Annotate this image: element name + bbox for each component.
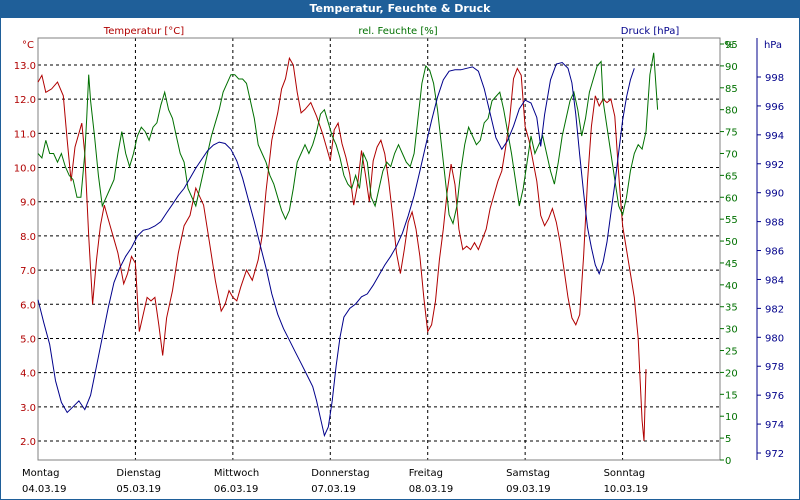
humidity-tick-label: 0 xyxy=(725,456,731,467)
day-date-label: 10.03.19 xyxy=(604,484,649,495)
day-date-label: 05.03.19 xyxy=(116,484,161,495)
temperature-tick-label: 6.0 xyxy=(20,300,36,311)
day-date-label: 06.03.19 xyxy=(214,484,259,495)
pressure-tick-label: 974 xyxy=(765,420,784,431)
day-name-label: Sonntag xyxy=(604,468,646,479)
pressure-line xyxy=(37,61,635,438)
humidity-tick-label: 45 xyxy=(725,259,738,270)
day-name-label: Samstag xyxy=(506,468,550,479)
day-date-label: 08.03.19 xyxy=(409,484,454,495)
humidity-tick-label: 10 xyxy=(725,412,738,423)
humidity-tick-label: 50 xyxy=(725,237,738,248)
temperature-tick-label: 13.0 xyxy=(14,61,36,72)
humidity-tick-label: 55 xyxy=(725,215,738,226)
pressure-tick-label: 980 xyxy=(765,333,784,344)
humidity-unit: % xyxy=(724,40,734,51)
day-name-label: Dienstag xyxy=(116,468,161,479)
day-labels: Montag 04.03.19 Dienstag 05.03.19 Mittwoch 06… xyxy=(22,468,648,495)
humidity-tick-label: 70 xyxy=(725,149,738,160)
pressure-unit: hPa xyxy=(764,40,782,51)
temperature-unit: °C xyxy=(22,40,34,51)
pressure-tick-label: 986 xyxy=(765,247,784,258)
pressure-tick-label: 994 xyxy=(765,131,784,142)
temperature-line xyxy=(37,56,647,442)
pressure-ticks: 972 974 976 978 980 982 984 986 988 990 992 994 996 9… xyxy=(756,38,784,460)
grid xyxy=(38,38,720,460)
day-name-label: Montag xyxy=(22,468,59,479)
humidity-tick-label: 5 xyxy=(725,434,731,445)
pressure-tick-label: 982 xyxy=(765,304,784,315)
humidity-tick-label: 25 xyxy=(725,347,738,358)
temperature-tick-label: 10.0 xyxy=(14,164,36,175)
pressure-tick-label: 988 xyxy=(765,218,784,229)
temperature-ticks: 2.0 3.0 4.0 5.0 6.0 7.0 8.0 9.0 10.0 11.0 12.0 13.0 xyxy=(14,61,36,448)
chart-title: Temperatur, Feuchte & Druck xyxy=(0,0,800,18)
humidity-tick-label: 15 xyxy=(725,390,738,401)
pressure-tick-label: 992 xyxy=(765,160,784,171)
legend-humidity: rel. Feuchte [%] xyxy=(358,26,437,37)
humidity-tick-label: 85 xyxy=(725,84,738,95)
pressure-tick-label: 984 xyxy=(765,275,784,286)
temperature-tick-label: 9.0 xyxy=(20,198,36,209)
humidity-tick-label: 30 xyxy=(725,325,738,336)
plot-area xyxy=(37,37,721,461)
pressure-tick-label: 990 xyxy=(765,189,784,200)
humidity-tick-label: 90 xyxy=(725,62,738,73)
day-date-label: 09.03.19 xyxy=(506,484,551,495)
humidity-tick-label: 65 xyxy=(725,171,738,182)
temperature-tick-label: 12.0 xyxy=(14,95,36,106)
legend-temperature: Temperatur [°C] xyxy=(103,26,184,37)
temperature-tick-label: 11.0 xyxy=(14,129,36,140)
temperature-tick-label: 3.0 xyxy=(20,403,36,414)
series-lines xyxy=(37,52,659,442)
day-name-label: Freitag xyxy=(409,468,443,479)
temperature-tick-label: 5.0 xyxy=(20,334,36,345)
pressure-tick-label: 978 xyxy=(765,362,784,373)
pressure-tick-label: 976 xyxy=(765,391,784,402)
humidity-tick-label: 75 xyxy=(725,128,738,139)
day-name-label: Donnerstag xyxy=(311,468,369,479)
day-date-label: 07.03.19 xyxy=(311,484,356,495)
humidity-tick-label: 60 xyxy=(725,193,738,204)
humidity-line xyxy=(37,52,659,226)
pressure-tick-label: 998 xyxy=(765,73,784,84)
temperature-tick-label: 8.0 xyxy=(20,232,36,243)
day-name-label: Mittwoch xyxy=(214,468,259,479)
temperature-tick-label: 2.0 xyxy=(20,437,36,448)
temperature-tick-label: 7.0 xyxy=(20,266,36,277)
pressure-tick-label: 996 xyxy=(765,102,784,113)
humidity-ticks: 0 5 10 15 20 25 30 35 40 45 50 55 60 65 70 75 80 85 90 95 xyxy=(720,40,738,467)
humidity-tick-label: 80 xyxy=(725,106,738,117)
legend-pressure: Druck [hPa] xyxy=(621,26,680,37)
humidity-tick-label: 20 xyxy=(725,368,738,379)
day-date-label: 04.03.19 xyxy=(22,484,67,495)
humidity-tick-label: 40 xyxy=(725,281,738,292)
humidity-tick-label: 95 xyxy=(725,40,738,51)
pressure-tick-label: 972 xyxy=(765,449,784,460)
humidity-tick-label: 35 xyxy=(725,303,738,314)
temperature-tick-label: 4.0 xyxy=(20,369,36,380)
